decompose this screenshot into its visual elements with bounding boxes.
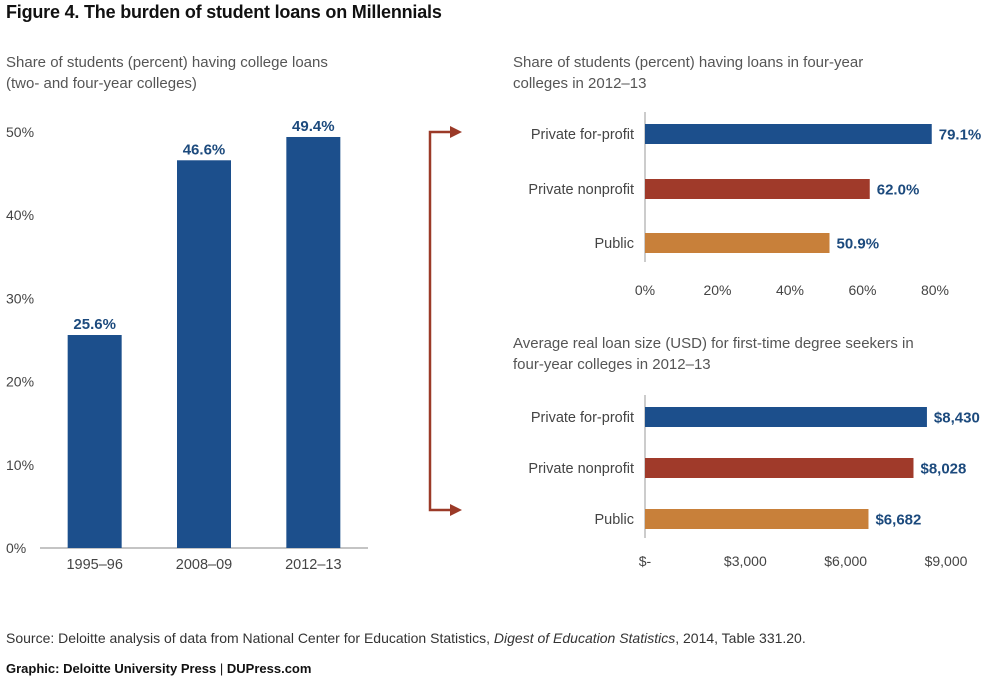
br-bar-data-label: $8,028 bbox=[920, 461, 966, 478]
tr-xtick-label: 60% bbox=[848, 282, 876, 298]
source-note: Source: Deloitte analysis of data from N… bbox=[6, 630, 806, 646]
top-right-chart-title-line-2: colleges in 2012–13 bbox=[513, 75, 647, 92]
left-xtick-label: 1995–96 bbox=[66, 557, 122, 573]
tr-bar bbox=[645, 179, 870, 199]
source-suffix: , 2014, Table 331.20. bbox=[675, 630, 806, 646]
credit-left: Graphic: Deloitte University Press bbox=[6, 661, 217, 676]
left-chart-title: Share of students (percent) having colle… bbox=[6, 52, 328, 94]
tr-xtick-label: 40% bbox=[776, 282, 804, 298]
br-category-label: Public bbox=[595, 512, 635, 528]
credit-line: Graphic: Deloitte University Press | DUP… bbox=[6, 661, 311, 676]
left-vertical-bar-chart: 0% 10% 20% 30% 40% 50% 25.6% 1995–96 46.6% 2008–0… bbox=[6, 118, 368, 573]
tr-bar-data-label: 79.1% bbox=[939, 127, 982, 144]
left-ytick-label: 10% bbox=[6, 457, 34, 473]
credit-right: DUPress.com bbox=[226, 661, 312, 676]
bottom-right-chart-title: Average real loan size (USD) for first-t… bbox=[513, 333, 914, 375]
bracket-line bbox=[428, 130, 452, 512]
left-ytick-label: 40% bbox=[6, 207, 34, 223]
left-bar bbox=[286, 136, 341, 548]
source-prefix: Source: Deloitte analysis of data from N… bbox=[6, 630, 494, 646]
br-xtick-label: $9,000 bbox=[925, 553, 968, 569]
tr-xtick-label: 20% bbox=[703, 282, 731, 298]
br-bar bbox=[645, 407, 927, 427]
tr-bar-data-label: 62.0% bbox=[877, 182, 920, 199]
left-chart-title-line-1: Share of students (percent) having colle… bbox=[6, 54, 328, 71]
top-right-horizontal-bar-chart: Private for-profit 79.1% Private nonprofit… bbox=[528, 112, 981, 298]
source-italic: Digest of Education Statistics bbox=[493, 630, 676, 646]
tr-category-label: Public bbox=[595, 236, 635, 252]
br-xtick-label: $3,000 bbox=[724, 553, 767, 569]
credit-separator: | bbox=[219, 661, 224, 676]
left-ytick-label: 0% bbox=[6, 540, 26, 556]
left-bar bbox=[67, 335, 122, 548]
top-right-chart-title-line-1: Share of students (percent) having loans… bbox=[513, 54, 864, 71]
left-bar-data-label: 25.6% bbox=[73, 316, 116, 333]
bottom-right-horizontal-bar-chart: Private for-profit $8,430 Private nonprofi… bbox=[528, 395, 980, 569]
tr-xtick-label: 80% bbox=[921, 282, 949, 298]
br-bar bbox=[645, 509, 869, 529]
br-category-label: Private nonprofit bbox=[528, 461, 634, 477]
bottom-right-chart-title-line-2: four-year colleges in 2012–13 bbox=[513, 356, 711, 373]
arrowhead-bottom bbox=[450, 504, 462, 516]
br-bar bbox=[645, 458, 914, 478]
arrowhead-top bbox=[450, 126, 462, 138]
tr-bar-data-label: 50.9% bbox=[837, 236, 880, 253]
left-ytick-label: 50% bbox=[6, 124, 34, 140]
br-xtick-label: $6,000 bbox=[824, 553, 867, 569]
top-right-chart-title: Share of students (percent) having loans… bbox=[513, 52, 863, 94]
br-bar-data-label: $8,430 bbox=[934, 410, 980, 427]
br-bar-data-label: $6,682 bbox=[875, 512, 921, 529]
left-ytick-label: 30% bbox=[6, 290, 34, 306]
left-chart-title-line-2: (two- and four-year colleges) bbox=[6, 75, 197, 92]
left-bar-data-label: 49.4% bbox=[292, 118, 335, 135]
tr-bar bbox=[645, 233, 830, 253]
br-xtick-label: $- bbox=[639, 553, 652, 569]
left-ytick-label: 20% bbox=[6, 374, 34, 390]
bottom-right-chart-title-line-1: Average real loan size (USD) for first-t… bbox=[513, 335, 914, 352]
tr-category-label: Private nonprofit bbox=[528, 182, 634, 198]
left-bar-data-label: 46.6% bbox=[183, 141, 226, 158]
bracket-arrow bbox=[428, 126, 462, 516]
tr-xtick-label: 0% bbox=[635, 282, 655, 298]
left-bar bbox=[177, 160, 231, 548]
tr-category-label: Private for-profit bbox=[531, 127, 634, 143]
figure-title: Figure 4. The burden of student loans on… bbox=[6, 2, 442, 22]
br-category-label: Private for-profit bbox=[531, 410, 634, 426]
left-xtick-label: 2012–13 bbox=[285, 557, 341, 573]
tr-bar bbox=[645, 124, 932, 144]
left-xtick-label: 2008–09 bbox=[176, 557, 232, 573]
